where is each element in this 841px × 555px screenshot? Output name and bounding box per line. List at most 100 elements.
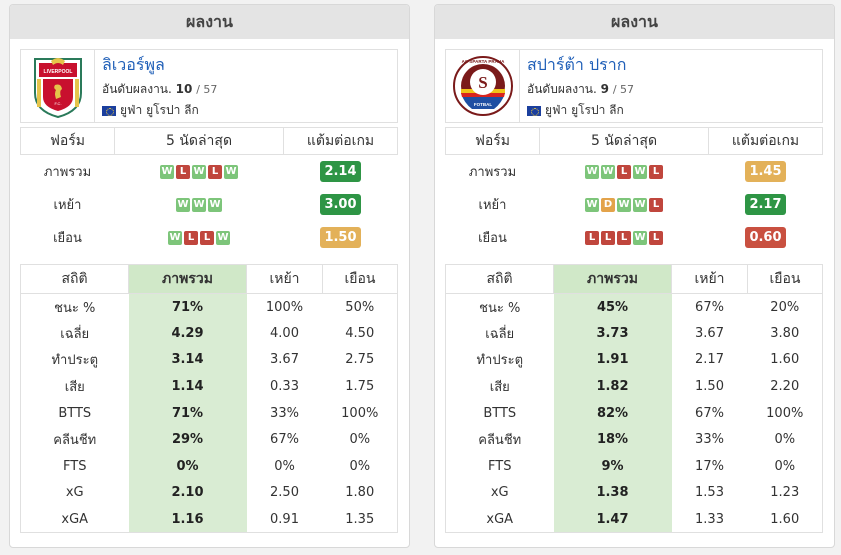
stat-away: 100% [341,405,379,421]
form-result-badge[interactable]: W [585,165,599,180]
league-info: ยูฟ่า ยูโรปา ลีก [102,101,199,120]
stats-row: ทำประตู 1.91 2.17 1.60 [445,346,823,374]
form-result-badge[interactable]: W [585,198,599,212]
stat-label: คลีนชีท [445,426,554,454]
stat-label: xG [445,479,554,507]
stats-row: เสีย 1.82 1.50 2.20 [445,373,823,400]
stats-row: FTS 0% 0% 0% [20,453,398,480]
stat-home: 2.50 [270,485,299,501]
stats-row: คลีนชีท 29% 67% 0% [20,426,398,454]
stat-label: ชนะ % [20,293,129,321]
form-result-badge[interactable]: W [224,165,238,180]
form-result-badge[interactable]: W [216,231,230,245]
liverpool-crest-text: LIVERPOOL [43,69,72,75]
form-result-badge[interactable]: L [649,165,663,180]
stat-away: 3.80 [770,325,800,341]
form-result-badge[interactable]: W [192,165,206,180]
team-name-link[interactable]: สปาร์ต้า ปราก [527,55,627,74]
form-result-badge[interactable]: W [633,198,647,212]
stat-home: 33% [270,405,299,421]
stat-overall: 71% [128,399,247,427]
form-header-label: ฟอร์ม [20,127,115,155]
rank-label: อันดับผลงาน. [527,82,597,96]
stat-home: 1.53 [695,485,724,501]
stat-label: ทำประตู [20,346,129,374]
ppg-cell: 1.50 [284,221,398,254]
league-name[interactable]: ยูฟ่า ยูโรปา ลีก [120,103,199,117]
form-result-badge[interactable]: L [200,231,214,245]
stats-header-overall: ภาพรวม [128,264,247,294]
stat-home: 100% [265,299,304,315]
stats-row: เฉลี่ย 4.29 4.00 4.50 [20,320,398,347]
stat-away: 1.80 [345,485,375,501]
stat-overall: 4.29 [128,320,247,347]
form-row-label: เยือน [478,230,507,246]
form-result-badge[interactable]: W [176,198,190,212]
form-result-badge[interactable]: W [617,198,631,212]
ppg-badge: 1.45 [745,160,786,182]
form-row-label: เหย้า [53,197,82,213]
stat-label: ทำประตู [445,346,554,374]
stats-row: BTTS 71% 33% 100% [20,399,398,427]
stats-header-away: เยือน [322,264,398,294]
form-result-badge[interactable]: L [617,231,631,245]
stat-away: 0% [349,458,371,474]
stat-home: 1.50 [695,379,724,395]
ppg-badge: 2.14 [320,160,361,182]
ppg-cell: 3.00 [284,188,398,221]
stats-table: สถิติ ภาพรวม เหย้า เยือน ชนะ % 71% 100% 50%… [20,264,398,534]
league-info: ยูฟ่า ยูโรปา ลีก [527,101,624,120]
stat-label: xG [20,479,129,507]
form-result-badge[interactable]: W [208,198,222,212]
stat-overall: 82% [553,399,672,427]
stat-overall: 0% [128,453,247,480]
stat-away: 1.60 [770,511,800,527]
form-result-badge[interactable]: L [176,165,190,180]
stat-home: 1.33 [695,511,724,527]
stat-overall: 18% [553,426,672,454]
form-header-ppg: แต้มต่อเกม [283,127,398,155]
stat-home: 33% [695,432,724,448]
form-result-badge[interactable]: L [649,231,663,245]
form-result-badge[interactable]: L [184,231,198,245]
form-result-badge[interactable]: W [168,231,182,245]
form-result-badge[interactable]: L [617,165,631,180]
stats-row: FTS 9% 17% 0% [445,453,823,480]
stat-label: เสีย [20,373,129,400]
form-row: เยือน W L L W 1.50 [21,221,398,254]
form-result-badge[interactable]: L [208,165,222,180]
sparta-crest-subtext: FOTBAL [473,102,491,107]
stat-home: 67% [270,432,299,448]
stat-overall: 1.91 [553,346,672,374]
form-result-badge[interactable]: L [601,231,615,245]
ppg-badge: 0.60 [745,226,786,248]
panel-header: ผลงาน [435,5,834,39]
form-result-badge[interactable]: L [585,231,599,245]
stat-home: 3.67 [270,352,299,368]
form-result-badge[interactable]: D [601,198,615,212]
stats-row: เสีย 1.14 0.33 1.75 [20,373,398,400]
stat-label: xGA [20,506,129,533]
stat-away: 1.60 [770,352,800,368]
league-name[interactable]: ยูฟ่า ยูโรปา ลีก [545,103,624,117]
form-result-badge[interactable]: W [633,231,647,245]
team-info: S AC SPARTA PRAHA FOTBAL สปาร์ต้า ปราก อ… [445,49,823,123]
stats-row: BTTS 82% 67% 100% [445,399,823,427]
stat-label: BTTS [20,399,129,427]
stat-home: 0% [274,458,295,474]
stat-away: 1.23 [770,485,800,501]
form-header-label: ฟอร์ม [445,127,540,155]
form-result-badge[interactable]: W [633,165,647,180]
form-table: ฟอร์ม 5 นัดล่าสุด แต้มต่อเกม ภาพรวม W L W L W… [20,127,398,254]
team-name-link[interactable]: ลิเวอร์พูล [102,55,165,74]
form-result-badge[interactable]: W [160,165,174,180]
form-row: เยือน L L L W L 0.60 [446,221,823,254]
form-result-badge[interactable]: W [192,198,206,212]
stat-away: 2.20 [770,379,800,395]
form-result-badge[interactable]: L [649,198,663,212]
form-result-badge[interactable]: W [601,165,615,180]
